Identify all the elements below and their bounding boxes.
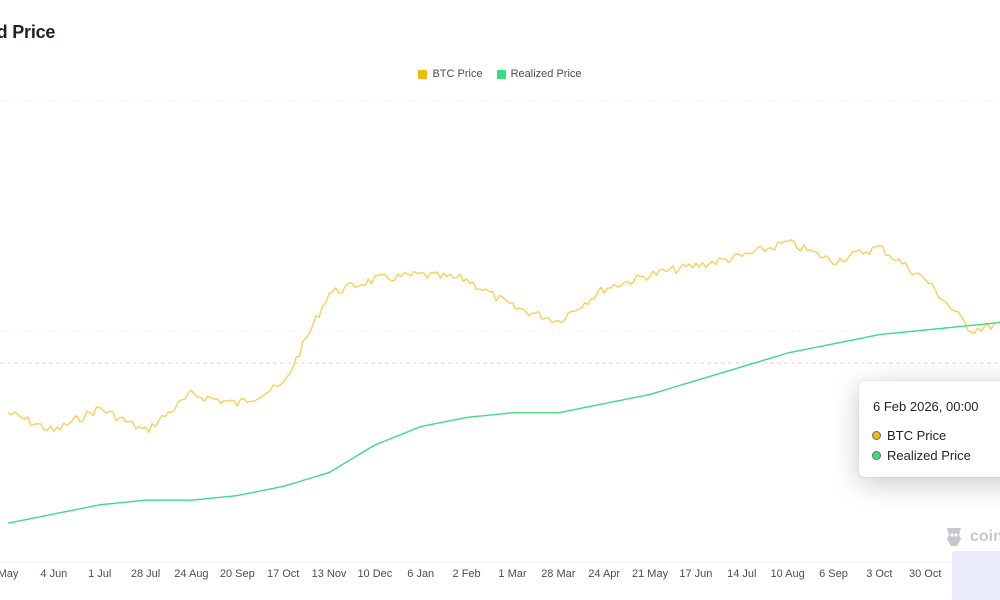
x-tick-label: 2 Feb	[453, 568, 481, 580]
legend-item-btc-price[interactable]: BTC Price	[418, 68, 483, 80]
x-tick-label: 14 Jul	[727, 568, 756, 580]
zoom-slider-handle[interactable]	[952, 551, 1000, 600]
chart-tooltip: 6 Feb 2026, 00:00 BTC Price $ Realized P…	[859, 381, 1000, 477]
x-tick-label: 6 Sep	[819, 568, 848, 580]
legend-item-realized-price[interactable]: Realized Price	[496, 68, 582, 80]
tooltip-row-btc-price: BTC Price $	[872, 428, 946, 443]
watermark: coin	[944, 526, 1000, 548]
watermark-text: coin	[970, 528, 1000, 545]
x-tick-label: 17 Oct	[267, 568, 299, 580]
x-tick-label: 21 May	[632, 568, 669, 580]
x-tick-label: May	[0, 568, 19, 580]
tooltip-date: 6 Feb 2026, 00:00	[873, 399, 979, 414]
legend-swatch-btc-price	[418, 69, 428, 79]
legend-label-btc-price: BTC Price	[432, 68, 483, 80]
chart-title: zed Price	[0, 22, 56, 42]
x-tick-label: 28 Mar	[541, 568, 576, 580]
tooltip-row-realized-price: Realized Price $	[872, 448, 971, 463]
x-tick-label: 10 Aug	[770, 568, 804, 580]
grid-lines	[0, 100, 1000, 563]
series-line-btc-price	[7, 239, 1000, 434]
x-tick-label: 6 Jan	[407, 568, 434, 580]
x-tick-label: 24 Apr	[588, 568, 620, 580]
x-tick-label: 17 Jun	[679, 568, 712, 580]
x-tick-label: 30 Oct	[909, 568, 941, 580]
chart-legend: BTC Price Realized Price	[0, 68, 1000, 80]
x-tick-label: 20 Sep	[220, 568, 255, 580]
x-tick-label: 1 Mar	[498, 568, 526, 580]
x-tick-label: 1 Jul	[88, 568, 111, 580]
tooltip-dot-btc-price	[872, 431, 881, 440]
series-layer	[7, 239, 1000, 524]
x-tick-label: 4 Jun	[40, 568, 67, 580]
tooltip-label-realized-price: Realized Price	[887, 448, 971, 463]
coinglass-logo-icon	[947, 528, 961, 546]
series-line-realized-price	[7, 321, 1000, 524]
x-tick-label: 24 Aug	[174, 568, 208, 580]
tooltip-label-btc-price: BTC Price	[887, 428, 947, 443]
legend-swatch-realized-price	[496, 69, 506, 79]
tooltip-dot-realized-price	[872, 451, 881, 460]
x-axis: May 4 Jun 1 Jul 28 Jul 24 Aug 20 Sep 17 Oct 13 …	[0, 568, 989, 580]
x-tick-label: 3 Oct	[866, 568, 892, 580]
legend-label-realized-price: Realized Price	[510, 68, 582, 80]
x-tick-label: 10 Dec	[357, 568, 392, 580]
x-tick-label: 13 Nov	[312, 568, 347, 580]
x-tick-label: 28 Jul	[131, 568, 160, 580]
